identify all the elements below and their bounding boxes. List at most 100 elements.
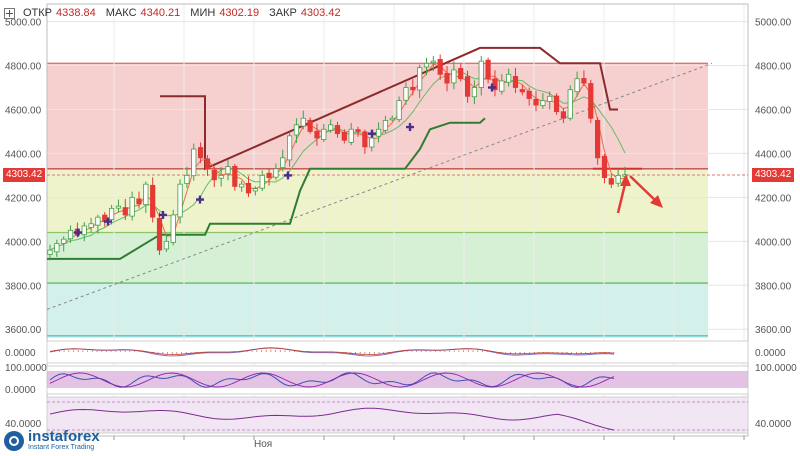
candle-bull bbox=[348, 128, 354, 143]
candle-bull bbox=[191, 148, 197, 177]
add-indicator-icon[interactable] bbox=[4, 7, 15, 19]
high-value: 4340.21 bbox=[140, 7, 181, 19]
candle-bull bbox=[478, 60, 484, 88]
candle-bull bbox=[143, 183, 149, 206]
candle-bull bbox=[218, 174, 224, 179]
osc1-line bbox=[49, 347, 615, 357]
y-tick-label: 3600.00 bbox=[5, 325, 42, 336]
candle-bear bbox=[519, 89, 525, 93]
candle-bull bbox=[321, 128, 327, 140]
trail-down-line bbox=[160, 46, 618, 171]
candle-bull bbox=[300, 117, 306, 127]
candle-bull bbox=[252, 188, 258, 192]
candle-bull bbox=[403, 87, 409, 101]
plot-frame bbox=[46, 3, 749, 437]
y-tick-label: 4000.00 bbox=[755, 237, 792, 248]
candle-bear bbox=[307, 119, 313, 132]
osc2-tick-right: 100.0000 bbox=[755, 363, 797, 374]
candle-bull bbox=[499, 80, 505, 92]
candle-bull bbox=[396, 100, 402, 121]
candle-bull bbox=[567, 89, 573, 119]
candle-bear bbox=[245, 182, 252, 194]
candle-bull bbox=[451, 69, 457, 84]
candle-bear bbox=[334, 125, 341, 135]
candle-bull bbox=[506, 73, 512, 83]
open-value: 4338.84 bbox=[56, 7, 96, 19]
osc1-tick-right: 0.0000 bbox=[755, 348, 786, 359]
trail-stop-lines bbox=[47, 46, 642, 260]
close-value: 4303.42 bbox=[300, 7, 341, 19]
candle-bear bbox=[601, 155, 608, 178]
candle-bull bbox=[382, 120, 389, 131]
candle-bear bbox=[122, 207, 128, 216]
candle-bear bbox=[136, 198, 142, 205]
x-tick-label: Ноя bbox=[254, 439, 272, 450]
candle-bear bbox=[526, 90, 532, 99]
candle-bull bbox=[95, 216, 101, 226]
candle-bull bbox=[81, 225, 87, 236]
instaforex-logo-icon bbox=[4, 431, 24, 451]
osc1-tick-left: 0.0000 bbox=[5, 348, 36, 359]
candle-bull bbox=[177, 183, 183, 218]
candle-bull bbox=[54, 243, 60, 253]
osc1-signal bbox=[49, 347, 615, 356]
candle-bull bbox=[115, 205, 122, 209]
candle-bear bbox=[362, 131, 368, 148]
candle-bull bbox=[273, 168, 279, 178]
trend-line bbox=[46, 62, 713, 310]
y-tick-label: 4200.00 bbox=[755, 193, 792, 204]
candle-bull bbox=[540, 100, 546, 106]
low-label: МИН bbox=[190, 7, 216, 19]
candle-bear bbox=[608, 178, 614, 185]
candle-bull bbox=[615, 174, 621, 184]
candle-bear bbox=[156, 217, 163, 251]
candle-bull bbox=[129, 196, 135, 217]
candle-bull bbox=[88, 223, 94, 228]
candle-bear bbox=[211, 170, 217, 181]
annotation-arrows bbox=[616, 174, 663, 214]
y-tick-label: 3600.00 bbox=[755, 325, 792, 336]
arrow-down-head bbox=[650, 195, 663, 208]
cross-markers bbox=[74, 83, 496, 237]
current-price-flag-left: 4303.42 bbox=[3, 168, 46, 182]
candle-bull bbox=[574, 78, 580, 93]
candle-bull bbox=[471, 87, 478, 98]
osc2-band bbox=[47, 371, 748, 388]
candle-bear bbox=[410, 86, 416, 91]
oscillator-3: 40.0000 40.0000 bbox=[5, 396, 792, 434]
osc2-line bbox=[49, 372, 615, 389]
candle-bear bbox=[485, 59, 491, 80]
candle-bear bbox=[341, 131, 347, 141]
candle-bear bbox=[150, 184, 156, 218]
candle-bull bbox=[170, 214, 176, 243]
candle-bull bbox=[430, 60, 436, 64]
oscillator-2: 100.0000 0.0000 100.0000 bbox=[5, 363, 797, 396]
candle-bear bbox=[232, 165, 238, 187]
open-label: ОТКР bbox=[23, 7, 53, 19]
candle-bear bbox=[560, 111, 566, 119]
osc3-tick-right: 40.0000 bbox=[755, 419, 792, 430]
candle-bear bbox=[314, 130, 320, 139]
candle-bear bbox=[458, 68, 464, 80]
osc3-line bbox=[49, 407, 615, 431]
osc2-tick-bottom: 0.0000 bbox=[5, 385, 36, 396]
candle-bull bbox=[293, 124, 300, 136]
logo-name: instaforex bbox=[28, 428, 100, 445]
candle-bear bbox=[437, 59, 443, 75]
candle-bull bbox=[47, 249, 53, 255]
high-label: МАКС bbox=[105, 7, 137, 19]
dashed-trend-line bbox=[46, 62, 713, 310]
y-tick-label: 4600.00 bbox=[755, 105, 792, 116]
y-tick-label: 3800.00 bbox=[5, 281, 42, 292]
candle-bull bbox=[259, 174, 265, 189]
y-tick-label: 5000.00 bbox=[5, 18, 42, 29]
candle-bear bbox=[464, 76, 471, 97]
y-axis-right: 5000.00 4800.00 4600.00 4400.00 4200.00 4000.… bbox=[755, 18, 792, 337]
candle-bull bbox=[163, 240, 169, 250]
candle-bull bbox=[547, 95, 553, 102]
trail-up-line bbox=[47, 117, 486, 260]
candle-bear bbox=[355, 129, 361, 132]
close-label: ЗАКР bbox=[269, 7, 297, 19]
candle-bull bbox=[389, 117, 395, 121]
